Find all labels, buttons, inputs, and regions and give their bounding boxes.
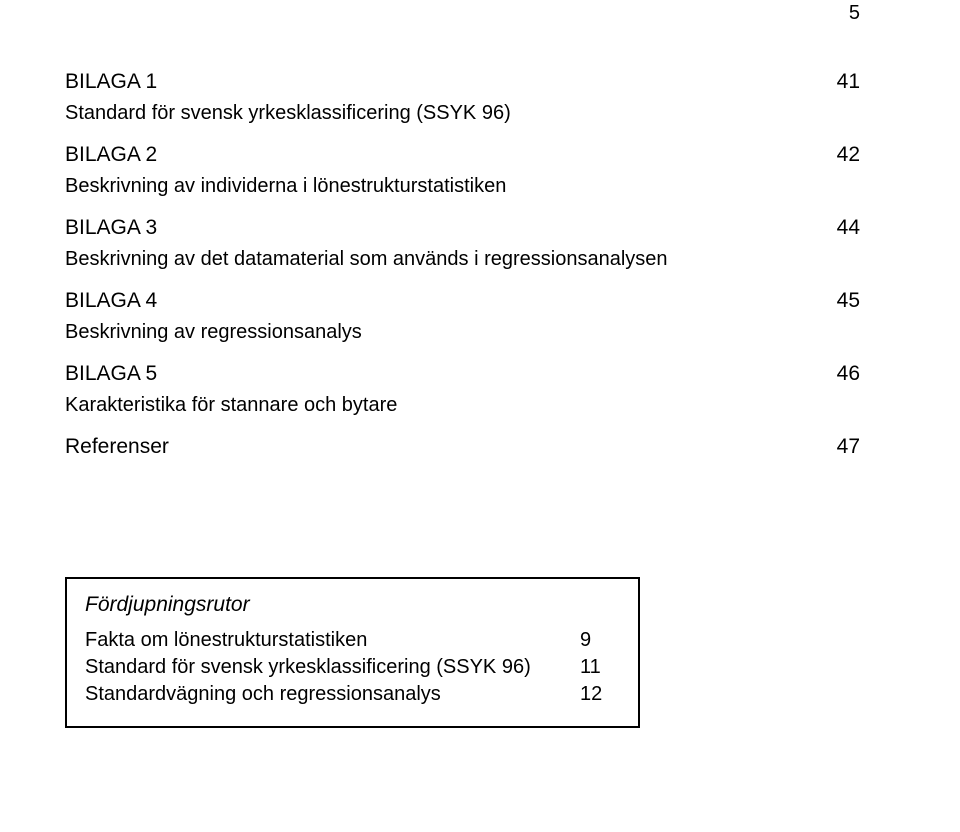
box-title: Fördjupningsrutor <box>85 593 620 617</box>
toc-heading: Referenser <box>65 435 169 459</box>
box-row: Fakta om lönestrukturstatistiken 9 <box>85 629 620 652</box>
toc-heading: BILAGA 1 <box>65 70 157 94</box>
box-label: Standardvägning och regressionsanalys <box>85 683 441 706</box>
box-page: 11 <box>580 656 620 679</box>
toc-heading: BILAGA 2 <box>65 143 157 167</box>
toc-heading: BILAGA 3 <box>65 216 157 240</box>
toc-heading-row: BILAGA 1 41 <box>65 70 860 94</box>
toc-page: 42 <box>820 143 860 167</box>
toc-sub: Beskrivning av individerna i lönestruktu… <box>65 175 860 198</box>
toc-sub: Standard för svensk yrkesklassificering … <box>65 102 860 125</box>
toc-page: 44 <box>820 216 860 240</box>
box-page: 9 <box>580 629 620 652</box>
page-number: 5 <box>849 2 860 25</box>
toc-heading: BILAGA 4 <box>65 289 157 313</box>
toc-sub: Beskrivning av det datamaterial som anvä… <box>65 248 860 271</box>
toc-heading: BILAGA 5 <box>65 362 157 386</box>
toc-entries: BILAGA 1 41 Standard för svensk yrkeskla… <box>65 70 860 459</box>
toc-sub: Beskrivning av regressionsanalys <box>65 321 860 344</box>
toc-page: 41 <box>820 70 860 94</box>
spacer <box>65 459 860 577</box>
toc-page: 47 <box>820 435 860 459</box>
toc-heading-row: BILAGA 2 42 <box>65 143 860 167</box>
toc-heading-row: BILAGA 4 45 <box>65 289 860 313</box>
document-page: 5 BILAGA 1 41 Standard för svensk yrkesk… <box>0 0 960 832</box>
toc-heading-row: Referenser 47 <box>65 435 860 459</box>
box-label: Fakta om lönestrukturstatistiken <box>85 629 367 652</box>
toc-page: 46 <box>820 362 860 386</box>
box-label: Standard för svensk yrkesklassificering … <box>85 656 531 679</box>
box-row: Standard för svensk yrkesklassificering … <box>85 656 620 679</box>
toc-heading-row: BILAGA 3 44 <box>65 216 860 240</box>
box-page: 12 <box>580 683 620 706</box>
toc-sub: Karakteristika för stannare och bytare <box>65 394 860 417</box>
toc-page: 45 <box>820 289 860 313</box>
toc-heading-row: BILAGA 5 46 <box>65 362 860 386</box>
callout-box: Fördjupningsrutor Fakta om lönestrukturs… <box>65 577 640 728</box>
box-row: Standardvägning och regressionsanalys 12 <box>85 683 620 706</box>
